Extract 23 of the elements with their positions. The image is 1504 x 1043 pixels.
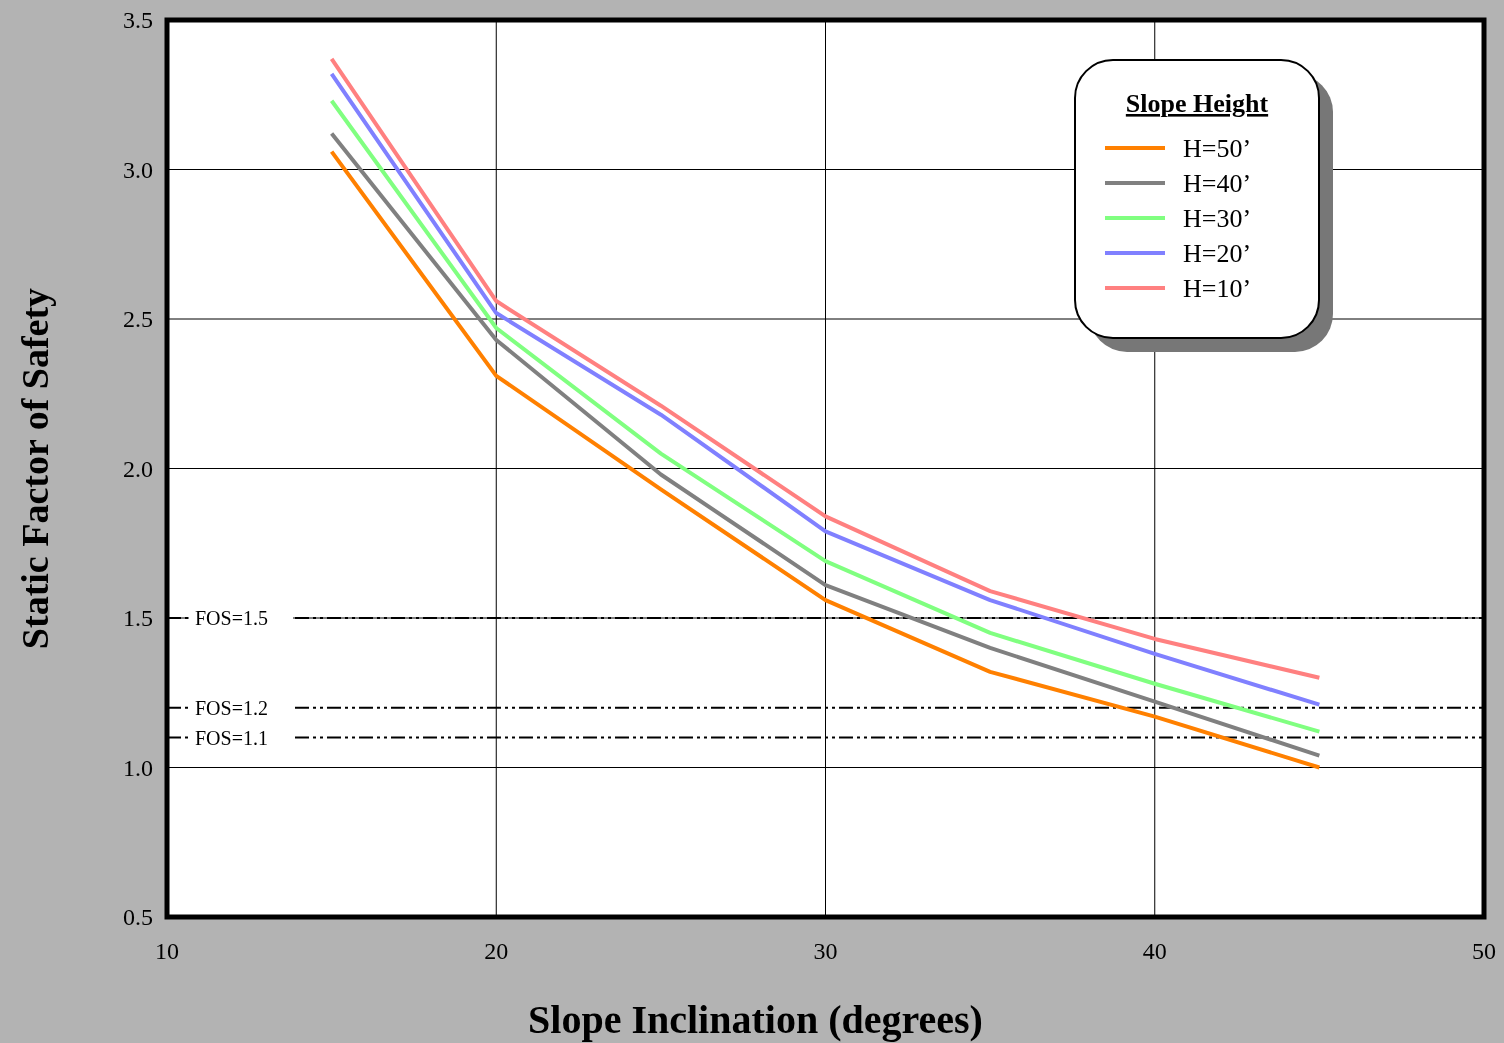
legend-label: H=50’ <box>1183 134 1252 164</box>
x-tick-label: 20 <box>484 938 509 964</box>
x-tick-label: 50 <box>1472 938 1496 964</box>
y-tick-label: 3.0 <box>123 156 153 183</box>
y-tick-label: 3.5 <box>123 7 153 34</box>
x-tick-label: 30 <box>813 938 838 964</box>
x-tick-label: 10 <box>155 938 179 964</box>
y-axis-title: Static Factor of Safety <box>14 287 56 650</box>
x-axis-title: Slope Inclination (degrees) <box>528 997 983 1042</box>
legend-title: Slope Height <box>1125 89 1269 118</box>
x-tick-label: 40 <box>1142 938 1167 964</box>
ref-line-label: FOS=1.1 <box>195 726 268 749</box>
legend-label: H=10’ <box>1183 274 1252 304</box>
legend-label: H=20’ <box>1183 239 1252 269</box>
ref-line-label: FOS=1.2 <box>195 696 268 719</box>
legend-label: H=30’ <box>1183 204 1252 234</box>
y-tick-label: 2.0 <box>123 455 153 482</box>
y-tick-label: 1.5 <box>123 605 153 632</box>
y-tick-label: 1.0 <box>123 754 153 781</box>
y-tick-label: 0.5 <box>123 904 153 931</box>
ref-line-label: FOS=1.5 <box>195 607 268 629</box>
legend-label: H=40’ <box>1183 169 1252 199</box>
y-tick-label: 2.5 <box>123 306 153 333</box>
